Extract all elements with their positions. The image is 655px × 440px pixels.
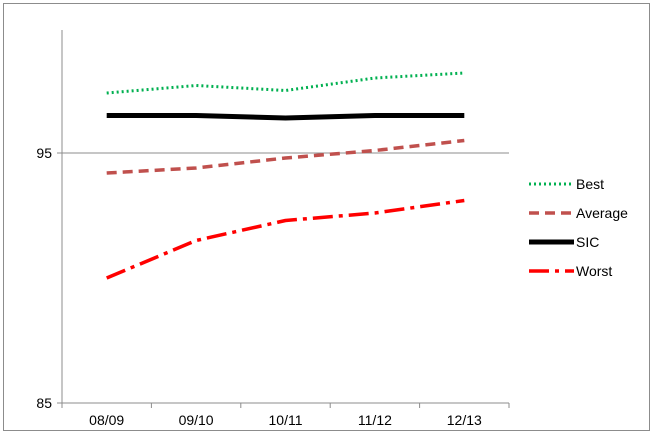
series-line-average <box>107 141 465 174</box>
line-chart: 08/09 09/10 10/11 11/12 12/13 85 95 Best Avera… <box>4 4 655 440</box>
x-tick-label: 08/09 <box>89 412 124 428</box>
x-tick-labels: 08/09 09/10 10/11 11/12 12/13 <box>89 412 482 428</box>
axes <box>57 30 509 408</box>
x-tick-label: 12/13 <box>447 412 482 428</box>
legend-label-sic: SIC <box>576 234 599 250</box>
x-tick-label: 11/12 <box>358 412 392 428</box>
y-tick-label: 95 <box>36 145 52 161</box>
chart-frame: 08/09 09/10 10/11 11/12 12/13 85 95 Best Avera… <box>3 3 650 431</box>
legend-label-best: Best <box>576 176 604 192</box>
series-line-sic <box>107 116 465 119</box>
x-tick-label: 10/11 <box>269 412 303 428</box>
x-tick-label: 09/10 <box>179 412 214 428</box>
y-tick-labels: 85 95 <box>36 145 52 411</box>
legend-label-worst: Worst <box>576 263 612 279</box>
series-lines <box>107 73 465 278</box>
series-line-best <box>107 73 465 93</box>
y-tick-label: 85 <box>36 395 52 411</box>
series-line-worst <box>107 201 465 279</box>
legend: Best Average SIC Worst <box>529 176 628 279</box>
legend-label-average: Average <box>576 205 628 221</box>
